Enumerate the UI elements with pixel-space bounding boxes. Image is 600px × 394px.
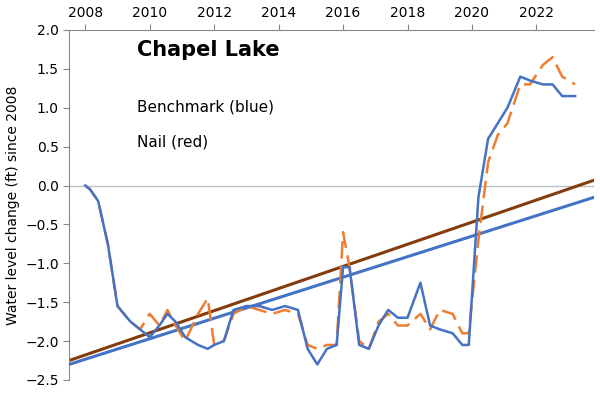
Y-axis label: Water level change (ft) since 2008: Water level change (ft) since 2008 (5, 85, 20, 325)
Text: Benchmark (blue): Benchmark (blue) (137, 100, 274, 115)
Text: Nail (red): Nail (red) (137, 135, 209, 150)
Text: Chapel Lake: Chapel Lake (137, 41, 280, 60)
